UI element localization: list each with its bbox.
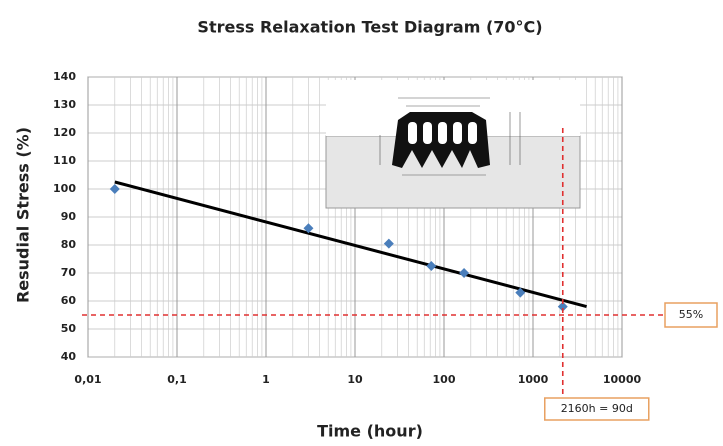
y-tick-label: 50: [61, 322, 77, 335]
data-point: [557, 301, 568, 312]
x-tick-label: 10000: [603, 373, 642, 386]
y-tick-label: 60: [61, 294, 77, 307]
y-tick-label: 140: [53, 70, 76, 83]
x-tick-label: 1000: [518, 373, 549, 386]
trend-line: [114, 180, 587, 309]
data-point: [383, 238, 394, 249]
y-tick-label: 90: [61, 210, 77, 223]
x-axis-label: Time (hour): [317, 422, 423, 441]
annotation-box: [664, 302, 718, 328]
y-tick-label: 100: [53, 182, 76, 195]
y-tick-label: 80: [61, 238, 77, 251]
data-point: [426, 261, 437, 271]
profile-holes: [408, 122, 477, 144]
profile-inset: [325, 80, 581, 209]
data-point: [303, 223, 314, 234]
x-tick-label: 0,01: [74, 373, 101, 386]
annotation: 2160h = 90d: [561, 402, 633, 415]
chart-title: Stress Relaxation Test Diagram (70°C): [197, 18, 542, 37]
x-tick-label: 10: [347, 373, 363, 386]
y-tick-label: 120: [53, 126, 76, 139]
y-tick-label: 130: [53, 98, 76, 111]
dimension-lines: [379, 97, 521, 176]
data-point: [459, 268, 470, 278]
y-tick-label: 110: [53, 154, 76, 167]
x-tick-label: 100: [433, 373, 456, 386]
data-point: [109, 184, 120, 194]
x-tick-label: 0,1: [167, 373, 187, 386]
y-tick-label: 40: [61, 350, 77, 363]
annotation: 55%: [679, 308, 703, 321]
data-point: [515, 287, 526, 298]
y-tick-label: 70: [61, 266, 77, 279]
annotation-box: [544, 397, 650, 421]
x-tick-label: 1: [262, 373, 270, 386]
y-axis-label: Resudial Stress (%): [14, 127, 33, 303]
